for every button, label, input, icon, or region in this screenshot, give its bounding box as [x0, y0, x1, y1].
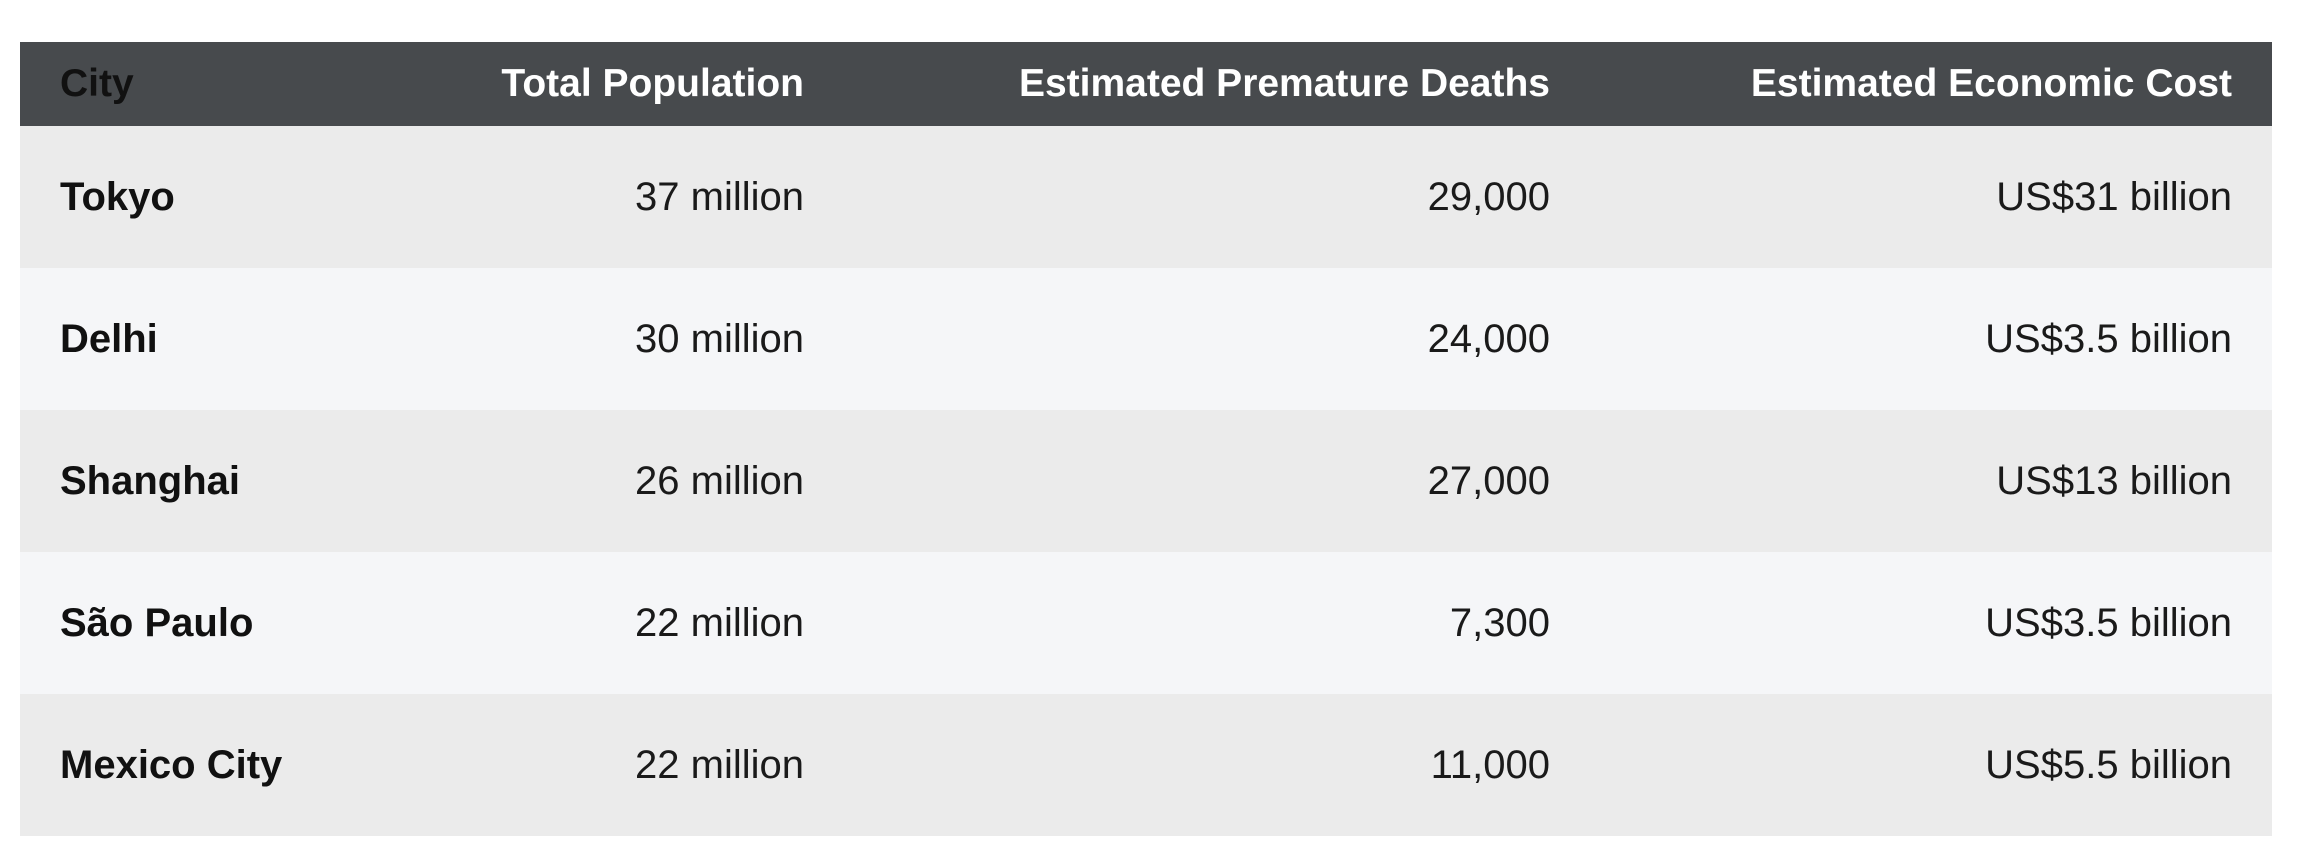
table-row: Shanghai 26 million 27,000 US$13 billion: [20, 410, 2272, 552]
table-row: São Paulo 22 million 7,300 US$3.5 billio…: [20, 552, 2272, 694]
cell-deaths: 29,000: [1427, 174, 1550, 219]
cell-deaths: 27,000: [1427, 458, 1550, 503]
header-city: City: [60, 62, 134, 105]
cell-cost: US$3.5 billion: [1985, 600, 2232, 645]
city-pollution-table: City Total Population Estimated Prematur…: [20, 42, 2272, 836]
data-table-container: City Total Population Estimated Prematur…: [20, 42, 2272, 836]
cell-city: Tokyo: [60, 174, 175, 219]
header-estimated-economic-cost: Estimated Economic Cost: [1750, 62, 2232, 105]
table-row: Mexico City 22 million 11,000 US$5.5 bil…: [20, 694, 2272, 836]
cell-city: Shanghai: [60, 458, 241, 503]
cell-cost: US$3.5 billion: [1985, 316, 2232, 361]
cell-population: 30 million: [635, 316, 804, 361]
cell-city: São Paulo: [60, 600, 254, 645]
table-row: Tokyo 37 million 29,000 US$31 billion: [20, 126, 2272, 268]
cell-deaths: 11,000: [1430, 742, 1550, 787]
cell-city: Delhi: [60, 316, 158, 361]
header-total-population: Total Population: [501, 62, 804, 105]
cell-population: 22 million: [635, 600, 804, 645]
cell-deaths: 7,300: [1449, 600, 1550, 645]
table-row: Delhi 30 million 24,000 US$3.5 billion: [20, 268, 2272, 410]
cell-population: 37 million: [635, 174, 804, 219]
cell-city: Mexico City: [60, 742, 283, 787]
cell-population: 26 million: [635, 458, 804, 503]
header-estimated-premature-deaths: Estimated Premature Deaths: [1018, 62, 1550, 105]
table-header-row: City Total Population Estimated Prematur…: [20, 42, 2272, 126]
cell-cost: US$31 billion: [1996, 174, 2232, 219]
cell-population: 22 million: [635, 742, 804, 787]
cell-deaths: 24,000: [1427, 316, 1550, 361]
cell-cost: US$13 billion: [1996, 458, 2232, 503]
cell-cost: US$5.5 billion: [1985, 742, 2232, 787]
